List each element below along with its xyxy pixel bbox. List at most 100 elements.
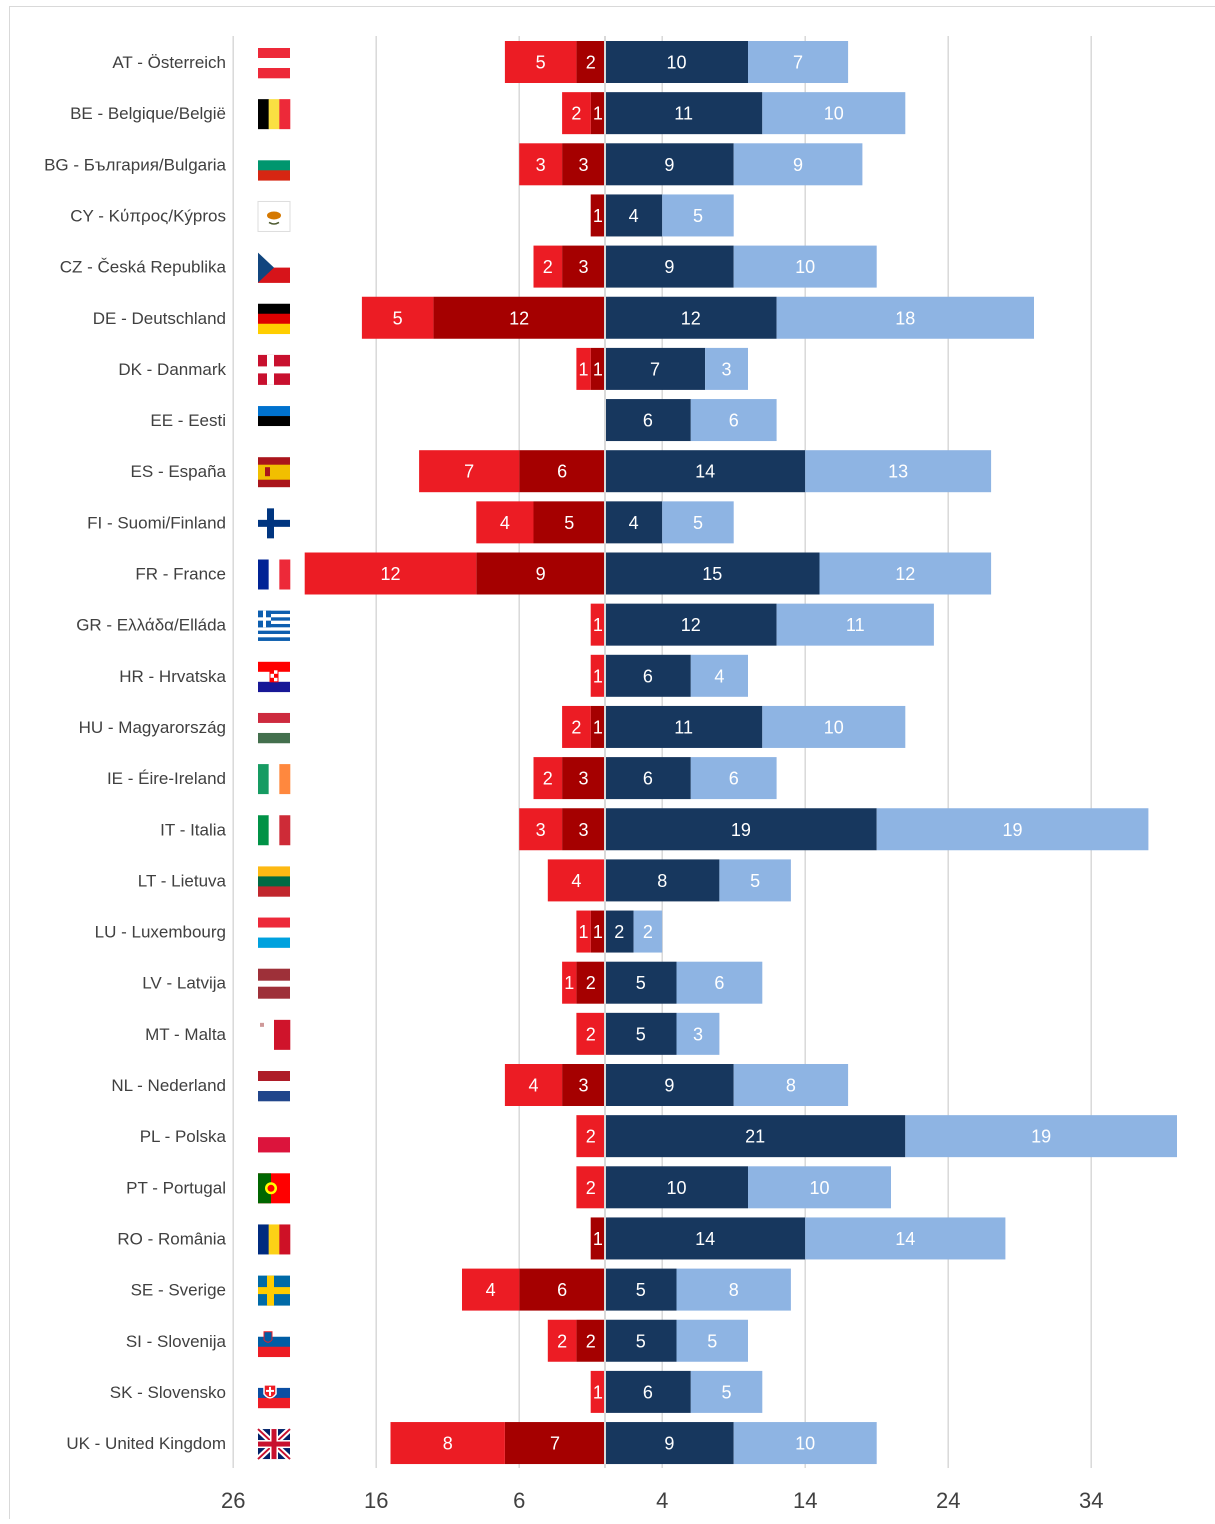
be-flag-icon [258,99,290,129]
category-label: BE - Belgique/België [70,104,226,123]
bar-value-label: 2 [586,1178,596,1198]
category-label: GR - Ελλάδα/Elláda [76,616,226,635]
pl-flag-icon [258,1122,290,1152]
bg-flag-icon [258,150,290,180]
bar-value-label: 1 [593,666,603,686]
ie-flag-icon [258,764,290,794]
bar-value-label: 1 [579,922,589,942]
se-flag-icon [258,1276,290,1306]
bar-value-label: 5 [393,308,403,328]
bar-value-label: 1 [593,615,603,635]
bar-value-label: 11 [846,615,865,635]
de-flag-icon [258,304,290,334]
bar-value-label: 9 [664,1076,674,1096]
bar-value-label: 19 [1031,1127,1051,1147]
si-flag-icon [258,1327,290,1357]
category-label: HU - Magyarország [79,718,226,737]
bar-value-label: 5 [693,513,703,533]
bar-value-label: 6 [557,1280,567,1300]
bar-value-label: 5 [722,1382,732,1402]
bar-value-label: 8 [729,1280,739,1300]
bar-value-label: 8 [657,871,667,891]
bar-value-label: 5 [536,53,546,73]
bar-value-label: 9 [536,564,546,584]
bar-value-label: 2 [643,922,653,942]
bar-value-label: 6 [714,973,724,993]
sk-flag-icon [258,1378,290,1408]
bar-value-label: 12 [681,615,701,635]
bar-value-label: 19 [1003,820,1023,840]
bar-value-label: 2 [586,53,596,73]
category-label: DE - Deutschland [93,309,226,328]
category-label: SI - Slovenija [126,1332,227,1351]
ee-flag-icon [258,406,290,436]
dk-flag-icon [258,355,290,385]
lv-flag-icon [258,969,290,999]
bar-value-label: 10 [795,1434,815,1454]
bar-value-label: 8 [786,1076,796,1096]
bar-value-label: 2 [614,922,624,942]
bar-value-label: 5 [636,1280,646,1300]
bar-value-label: 14 [895,1229,915,1249]
bar-value-label: 5 [750,871,760,891]
bar-value-label: 5 [636,1331,646,1351]
x-tick-label: 24 [936,1488,960,1513]
bar-value-label: 5 [636,1024,646,1044]
bar-value-label: 9 [664,155,674,175]
category-label: RO - România [117,1229,226,1248]
category-label: CY - Κύπρος/Kýpros [70,206,226,225]
x-tick-label: 4 [656,1488,668,1513]
x-tick-label: 14 [793,1488,817,1513]
bar-value-label: 6 [643,769,653,789]
bar-value-label: 4 [714,666,724,686]
bar-value-label: 5 [707,1331,717,1351]
bar-value-label: 12 [681,308,701,328]
bar-value-label: 9 [664,1434,674,1454]
bar-value-label: 1 [593,359,603,379]
bar-value-label: 1 [593,104,603,124]
bar-value-label: 11 [674,104,693,124]
bar-value-label: 1 [564,973,574,993]
bar-value-label: 2 [586,1127,596,1147]
bar-value-label: 7 [550,1434,560,1454]
bar-value-label: 5 [636,973,646,993]
bar-value-label: 1 [593,1382,603,1402]
category-label: FR - France [135,565,226,584]
mt-flag-icon [258,1020,290,1050]
bar-value-label: 5 [564,513,574,533]
bar-value-label: 1 [593,206,603,226]
category-label: DK - Danmark [118,360,226,379]
gr-flag-icon [258,611,290,641]
bar-row: 1 12 11 [591,604,934,646]
bar-value-label: 2 [571,104,581,124]
hr-flag-icon [258,662,290,692]
category-label: FI - Suomi/Finland [87,513,226,532]
category-label: BG - България/Bulgaria [44,155,226,174]
bar-value-label: 4 [571,871,581,891]
bar-value-label: 3 [579,257,589,277]
bar-value-label: 4 [629,206,639,226]
bar-value-label: 2 [543,257,553,277]
bar-value-label: 11 [674,717,693,737]
lt-flag-icon [258,866,290,896]
bar-value-label: 7 [793,53,803,73]
fr-flag-icon [258,560,290,590]
x-tick-label: 6 [513,1488,525,1513]
bar-value-label: 9 [664,257,674,277]
category-label: UK - United Kingdom [66,1434,226,1453]
category-label: NL - Nederland [111,1076,226,1095]
